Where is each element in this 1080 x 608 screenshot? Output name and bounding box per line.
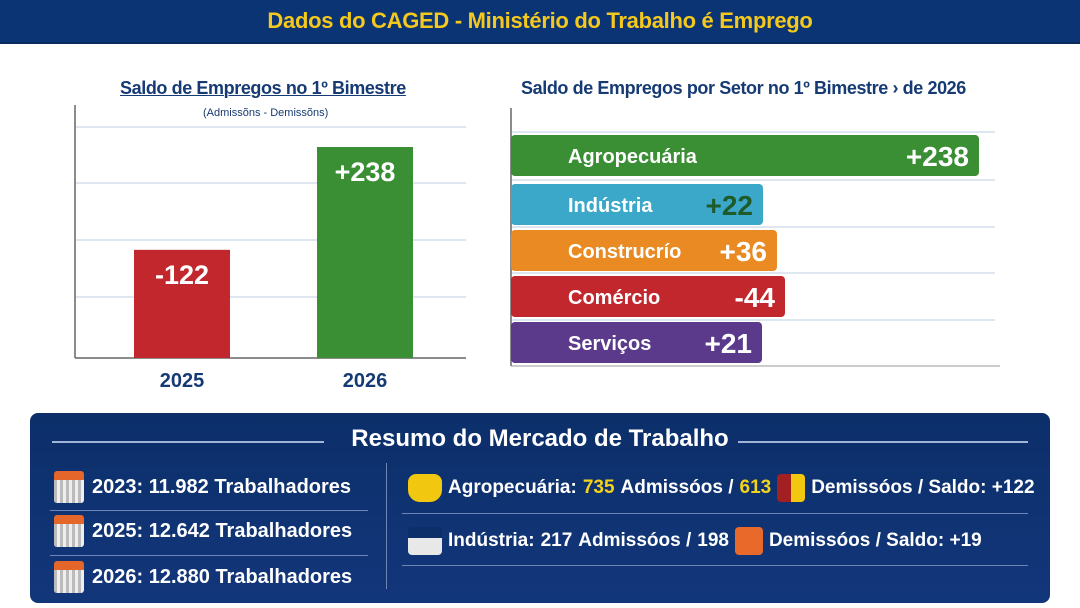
year-item: 2026: 12.880 Trabalhadores [54,561,352,593]
year-item: 2025: 12.642 Trabalhadores [54,515,352,547]
charts-canvas: -122 2025 +238 2026 Agropecuária +238 Indústri… [74,105,1000,392]
category-label: Comércio [568,287,660,309]
calendar-icon [54,515,84,547]
bar-Agropecuária [511,135,979,176]
data-label: -44 [735,282,776,313]
sector-item: Agropecuária: 735 Admissóos / 613 Demiss… [408,474,1035,502]
data-label: -122 [155,260,209,290]
header: Dados do CAGED - Ministério do Trabalho … [0,0,1080,44]
year-text: 2026: 12.880 Trabalhadores [92,565,353,588]
category-label: Serviços [568,333,651,355]
bar-Comércio [511,276,785,317]
workers-icon [777,474,806,502]
bar-Serviços [511,322,762,363]
calendar-icon [54,471,84,503]
divider [386,463,387,589]
calendar-icon [54,561,84,593]
sector-label: Indústria: [448,530,535,551]
bar-Construcrío [511,230,777,271]
data-label: +36 [720,236,768,267]
admissions-label: Admissóos / [620,477,734,498]
data-label: +22 [706,190,754,221]
admissions-value: 217 [540,530,573,551]
divider [738,441,1028,443]
category-label: Agropecuária [568,146,698,168]
divider [402,513,1028,514]
bar-2025 [134,249,230,358]
divider [402,565,1028,566]
sector-item: Indústria: 217 Admissóos / 198 Demissóos… [408,527,982,555]
divider [52,441,324,443]
right-chart-title: Saldo de Empregos por Setor no 1º Bimest… [521,78,966,98]
year-item: 2023: 11.982 Trabalhadores [54,471,351,503]
data-label: +21 [705,328,753,359]
tick-label: 2025 [160,370,205,392]
bar-Indústria [511,184,763,225]
bar-2026 [317,147,413,358]
divider [50,555,368,556]
admissions-label: Admissóos / [578,530,692,551]
dismissals-label: Demissóos / Saldo: +122 [811,477,1035,498]
year-text: 2023: 11.982 Trabalhadores [92,475,352,498]
summary-panel: Resumo do Mercado de Trabalho 2023: 11.9… [30,413,1050,603]
category-label: Indústria [568,195,653,217]
summary-title: Resumo do Mercado de Trabalho [351,425,729,452]
dismissals-value: 198 [697,530,729,551]
admissions-value: 735 [582,477,615,498]
left-chart-subtitle: (Admissõns - Demissõns) [203,107,329,119]
category-label: Construcrío [568,241,681,263]
tick-label: 2026 [343,370,388,392]
sector-label: Agropecuária: [448,477,577,498]
workers-icon [734,527,763,555]
page-title: Dados do CAGED - Ministério do Trabalho … [267,8,813,33]
dismissals-label: Demissóos / Saldo: +19 [768,530,982,551]
data-label: +238 [906,141,969,172]
left-chart-title: Saldo de Empregos no 1º Bimestre [120,78,406,98]
data-label: +238 [335,157,396,187]
tractor-icon [408,474,442,502]
year-text: 2025: 12.642 Trabalhadores [92,519,353,542]
factory-icon [408,527,442,555]
divider [50,510,368,511]
dismissals-value: 613 [739,477,772,498]
